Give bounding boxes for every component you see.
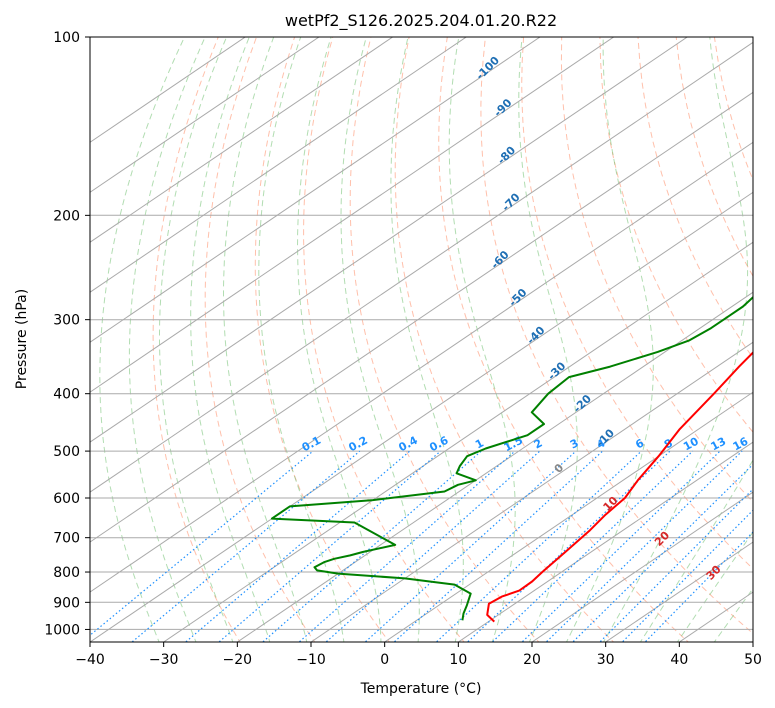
- y-tick-label: 600: [53, 491, 80, 507]
- mixing-ratio-label: 13: [709, 435, 729, 454]
- isotherm-line: [383, 391, 753, 642]
- dry-adiabat: [204, 37, 316, 642]
- isotherm-line: [236, 291, 753, 642]
- mixing-ratio-line: [644, 531, 753, 642]
- skewed-isotherms: [90, 37, 753, 642]
- mixing-ratio-line: [435, 450, 642, 642]
- y-tick-label: 700: [53, 531, 80, 547]
- y-axis-ticks: 100 200 300 400 500 600 700 800 900 1000: [44, 30, 90, 638]
- x-tick-label: 50: [744, 652, 762, 668]
- y-tick-label: 100: [53, 30, 80, 46]
- x-tick-label: −10: [296, 652, 326, 668]
- isotherm-line: [90, 37, 394, 243]
- plot-frame: [89, 36, 754, 643]
- mixing-ratio-line: [261, 450, 482, 642]
- dry-adiabat: [637, 37, 753, 359]
- mixing-ratio-line: [218, 450, 441, 642]
- x-tick-label: −30: [149, 652, 179, 668]
- isotherm-line: [310, 341, 753, 642]
- mixing-ratio-line: [571, 463, 753, 642]
- y-tick-label: 800: [53, 565, 80, 581]
- x-tick-label: 30: [597, 652, 615, 668]
- x-tick-label: −40: [75, 652, 105, 668]
- y-tick-label: 400: [53, 387, 80, 403]
- isotherm-line: [90, 91, 753, 543]
- isotherm-line: [90, 37, 320, 193]
- x-tick-label: 10: [449, 652, 467, 668]
- mixing-ratio-label: 10: [681, 435, 701, 454]
- mixing-ratio-line: [90, 450, 314, 637]
- dry-adiabat: [349, 37, 540, 642]
- isotherm-line: [90, 141, 753, 593]
- mixing-ratio-line: [521, 450, 721, 642]
- isotherm-line: [90, 37, 247, 143]
- isotherm-line: [90, 37, 468, 293]
- dry-adiabats: [152, 37, 753, 642]
- y-axis-label: Pressure (hPa): [14, 289, 30, 389]
- x-tick-label: −20: [223, 652, 253, 668]
- y-tick-label: 1000: [44, 622, 80, 638]
- y-tick-label: 300: [53, 313, 80, 329]
- x-axis-ticks: −40 −30 −20 −10 0 10 20 30 40 50: [75, 642, 762, 668]
- y-tick-label: 200: [53, 208, 80, 224]
- dry-adiabat: [560, 37, 753, 503]
- x-tick-label: 0: [380, 652, 389, 668]
- mixing-ratio-lines: [90, 450, 753, 642]
- mixing-ratio-line: [184, 450, 411, 642]
- isotherm-line: [90, 37, 689, 443]
- isotherm-line: [162, 241, 753, 642]
- mixing-ratio-line: [621, 509, 753, 642]
- dewpoint-profile-line: [270, 296, 753, 621]
- isotherm-line: [531, 491, 753, 642]
- dry-adiabat: [521, 37, 753, 570]
- isotherm-line: [90, 41, 753, 493]
- isotherm-line: [90, 37, 541, 343]
- isotherm-line: [604, 541, 753, 642]
- mixing-ratio-line: [599, 488, 753, 642]
- dry-adiabat: [394, 37, 615, 642]
- x-tick-label: 40: [670, 652, 688, 668]
- isotherm-line: [90, 191, 753, 642]
- y-tick-label: 500: [53, 444, 80, 460]
- mixing-ratio-line: [491, 450, 694, 642]
- mixing-ratio-line: [325, 450, 541, 642]
- chart-title: wetPf2_S126.2025.204.01.20.R22: [285, 11, 557, 31]
- mixing-ratio-label: 16: [731, 435, 751, 454]
- pressure-gridlines: [90, 37, 753, 630]
- y-tick-label: 900: [53, 595, 80, 611]
- x-tick-label: 20: [523, 652, 541, 668]
- mixing-ratio-line: [466, 450, 671, 642]
- mixing-ratio-line: [298, 450, 516, 642]
- x-axis-label: Temperature (°C): [360, 681, 482, 697]
- sounding-series: [270, 296, 753, 623]
- isotherm-line: [457, 441, 753, 642]
- temperature-profile-line: [486, 351, 753, 623]
- isotherm-line: [90, 37, 615, 393]
